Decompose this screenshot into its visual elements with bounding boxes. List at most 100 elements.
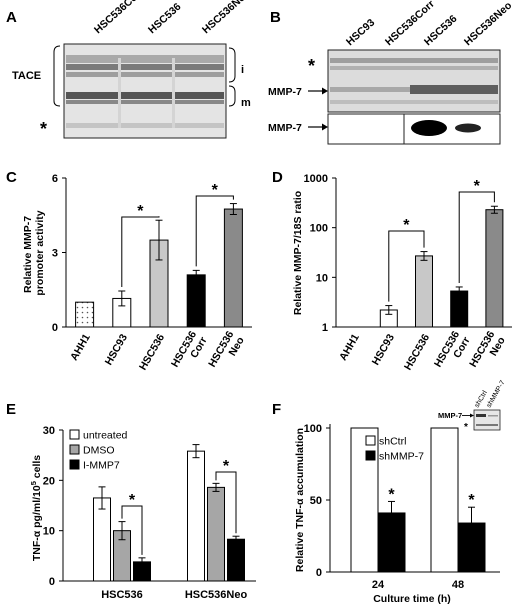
arrow-icon: [308, 87, 328, 95]
significance-star: *: [474, 178, 481, 195]
chart-e: E TNF-α pg/ml/105 cells 0 10 20 30 HSC536 HSC…: [6, 401, 256, 601]
legend-label: DMSO: [83, 445, 115, 457]
inset-star: *: [464, 422, 468, 433]
significance-star: *: [212, 182, 219, 199]
significance-bracket: [458, 191, 495, 283]
legend-swatch: [69, 459, 80, 470]
nonspecific-star: *: [308, 56, 315, 76]
significance-bracket: [121, 505, 143, 555]
tace-label: TACE: [12, 70, 41, 82]
chart-d: D Relative MMP-7/18S ratio 1 10 100 1000 AHH…: [272, 169, 512, 376]
bar: [227, 538, 245, 582]
y-tick-label: 0: [316, 567, 322, 579]
band: [455, 123, 481, 133]
mmp7-arrow-label: MMP-7: [268, 122, 302, 134]
x-tick-label: HSC536Corr: [432, 329, 473, 376]
y-tick-label: 50: [310, 495, 322, 507]
y-axis-label: Relative MMP-7 promoter activity: [22, 210, 46, 295]
nonspecific-star: *: [40, 119, 47, 139]
y-tick-label: 0: [49, 576, 55, 588]
legend-label: I-MMP7: [83, 460, 120, 472]
x-axis-label: Culture time (h): [373, 593, 451, 605]
y-tick-label: 10: [43, 526, 55, 538]
y-tick-label: 100: [310, 223, 328, 235]
x-tick-label: HSC536Neo: [206, 329, 247, 376]
x-tick-label: AHH1: [68, 332, 93, 363]
panel-a: A HSC536Corr HSC536 HSC536Neo TACE i m *: [6, 0, 252, 139]
band-m-bracket: [228, 85, 236, 107]
panel-c-letter: C: [6, 169, 17, 186]
bar: [223, 208, 243, 328]
x-tick-label: 24: [372, 579, 385, 591]
bar: [187, 450, 205, 582]
panel-b: B HSC93 HSC536Corr HSC536 HSC536Neo * MM…: [268, 0, 514, 145]
y-tick-label: 6: [52, 173, 58, 185]
y-tick-label: 10: [316, 272, 328, 284]
lane-label: HSC536: [422, 13, 460, 49]
inset-mmp7-label: MMP-7: [438, 411, 462, 420]
bar: [186, 274, 206, 328]
band-m-label: m: [241, 97, 251, 109]
chart-c: C Relative MMP-7 promoter activity 0 3 6 AH…: [6, 169, 252, 376]
significance-bracket: [195, 195, 234, 267]
arrow-icon: [470, 413, 474, 418]
legend-swatch: [69, 444, 80, 455]
panel-b-letter: B: [270, 9, 281, 26]
legend-label: shCtrl: [379, 436, 406, 448]
x-tick-label: HSC536: [137, 332, 167, 373]
legend-swatch: [365, 435, 376, 446]
chart-f: F Relative TNF-α accumulation Culture ti…: [272, 379, 507, 605]
lane-label: HSC93: [344, 17, 377, 49]
y-axis-label: TNF-α pg/ml/105 cells: [29, 455, 43, 561]
band-i-label: i: [241, 64, 244, 76]
legend-swatch: [69, 429, 80, 440]
x-tick-label: HSC93: [103, 332, 130, 367]
inset-lane-label: shMMP-7: [486, 379, 507, 409]
bar: [450, 290, 469, 328]
significance-star: *: [403, 217, 410, 234]
y-tick-label: 100: [304, 423, 322, 435]
significance-bracket: [388, 230, 425, 302]
lane-label: HSC536Neo: [462, 0, 514, 48]
bar: [350, 427, 379, 573]
x-tick-label: HSC536: [402, 332, 432, 373]
significance-star: *: [129, 492, 136, 509]
significance-star: *: [223, 458, 230, 475]
bar: [207, 486, 225, 582]
tace-bracket: [53, 45, 61, 107]
band-i-bracket: [228, 47, 236, 83]
lane-label: HSC536Corr: [92, 0, 146, 36]
y-axis-label: Relative TNF-α accumulation: [294, 428, 306, 572]
significance-star: *: [137, 203, 144, 220]
y-tick-label: 0: [52, 322, 58, 334]
y-axis-label: Relative MMP-7/18S ratio: [292, 191, 304, 315]
panel-d-letter: D: [272, 169, 283, 186]
y-tick-label: 30: [43, 425, 55, 437]
panel-a-letter: A: [6, 9, 17, 26]
blot-bands: [330, 58, 498, 104]
arrow-icon: [308, 123, 328, 131]
panel-e-letter: E: [6, 401, 16, 418]
significance-bracket: [121, 216, 160, 287]
x-tick-label: HSC536Neo: [185, 589, 248, 601]
lane-label: HSC536: [146, 1, 184, 37]
x-tick-label: HSC536Corr: [169, 329, 210, 376]
bar: [75, 301, 95, 328]
blot-bands: [66, 55, 224, 128]
bar: [430, 427, 459, 573]
x-tick-label: 48: [452, 579, 464, 591]
significance-star: *: [388, 486, 395, 503]
bar: [93, 497, 111, 582]
x-tick-label: AHH1: [337, 332, 362, 363]
lane-label: HSC536Neo: [200, 0, 252, 36]
panel-f-letter: F: [272, 401, 281, 418]
x-tick-label: HSC536Neo: [467, 329, 508, 376]
bar: [415, 255, 433, 328]
bar: [485, 209, 504, 328]
y-tick-label: 1000: [304, 173, 328, 185]
x-tick-label: HSC93: [370, 332, 397, 367]
inset-blot: shCtrl shMMP-7 MMP-7 *: [438, 379, 507, 433]
mmp7-arrow-label: MMP-7: [268, 86, 302, 98]
significance-bracket: [215, 471, 237, 534]
